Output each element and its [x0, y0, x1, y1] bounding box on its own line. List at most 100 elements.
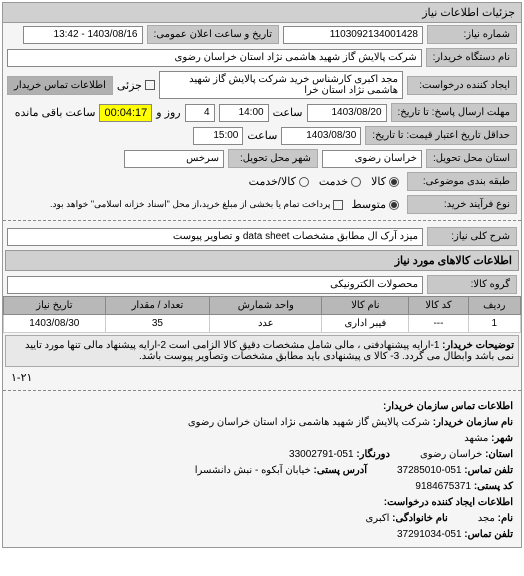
creator-tel-label: تلفن تماس:: [464, 529, 513, 540]
goods-table: ردیف کد کالا نام کالا واحد شمارش تعداد /…: [3, 296, 521, 333]
partial-checkbox-item[interactable]: جزئی: [117, 79, 155, 92]
buyer-note-label: توضیحات خریدار:: [442, 340, 514, 351]
buyer-note-box: توضیحات خریدار: 1-ارایه پیشنهادفنی ، مال…: [5, 335, 519, 367]
contact-phone-label: تلفن تماس:: [464, 465, 513, 476]
process-option-0[interactable]: متوسط: [351, 198, 399, 211]
category-option-label-0: کالا: [371, 175, 386, 188]
goods-section-title: اطلاعات کالاهای مورد نیاز: [5, 250, 519, 271]
process-row: نوع فرآیند خرید: متوسط پرداخت تمام یا بخ…: [3, 193, 521, 216]
requester-row: ایجاد کننده درخواست: مجد اکبری کارشناس خ…: [3, 69, 521, 101]
keywords-value: میزد آرک ال مطابق مشخصات data sheet و تص…: [7, 228, 423, 246]
radio-icon: [351, 177, 361, 187]
date-value: 1403/08/16 - 13:42: [23, 26, 143, 44]
table-cell-0-5: 1403/08/30: [4, 315, 106, 333]
response-time-label: ساعت: [273, 106, 303, 119]
creator-name-row: نام: مجد نام خانوادگی: اکبری: [11, 511, 513, 527]
contact-postal-row: کد پستی: 9184675371: [11, 479, 513, 495]
table-cell-0-4: 35: [105, 315, 210, 333]
requester-label: ایجاد کننده درخواست:: [407, 76, 517, 95]
province-value: خراسان رضوی: [322, 150, 422, 168]
province-label: استان محل تحویل:: [426, 149, 517, 168]
remain-label: ساعت باقی مانده: [15, 106, 96, 119]
contact-address-label: آدرس پستی:: [314, 465, 367, 476]
contact-city-value: مشهد: [464, 433, 488, 444]
contact-city-row: شهر: مشهد: [11, 431, 513, 447]
contact-address-value: خیابان آبکوه - نبش دانشسرا: [195, 465, 311, 476]
divider: [3, 390, 521, 391]
req-number-label: شماره نیاز:: [427, 25, 517, 44]
category-option-2[interactable]: کالا/خدمت: [249, 175, 309, 188]
category-radio-group: کالا خدمت کالا/خدمت: [245, 173, 403, 190]
creator-name-value: مجد: [478, 513, 495, 524]
table-header-2: نام کالا: [322, 297, 409, 315]
pagination: ۱-۲۱: [3, 369, 521, 386]
partial-checkbox[interactable]: [145, 80, 155, 90]
keywords-label: شرح کلی نیاز:: [427, 227, 517, 246]
contact-org-value: شرکت پالایش گاز شهید هاشمی نژاد استان خر…: [188, 417, 430, 428]
creator-family-value: اکبری: [365, 513, 389, 524]
city-value: سرخس: [124, 150, 224, 168]
buyer-label: نام دستگاه خریدار:: [426, 48, 517, 67]
contact-section: اطلاعات تماس سازمان خریدار: نام سازمان خ…: [3, 395, 521, 547]
response-date: 1403/08/20: [307, 104, 387, 122]
goods-group-label: گروه کالا:: [427, 275, 517, 294]
table-cell-0-1: ---: [409, 315, 468, 333]
treasury-checkbox[interactable]: [333, 200, 343, 210]
validity-time: 15:00: [193, 127, 243, 145]
contact-province-value: خراسان رضوی: [420, 449, 482, 460]
contact-province-label: استان:: [485, 449, 513, 460]
validity-row: حداقل تاریخ اعتبار قیمت: تا تاریخ: 1403/…: [3, 124, 521, 147]
location-row: استان محل تحویل: خراسان رضوی شهر محل تحو…: [3, 147, 521, 170]
deadline-row: مهلت ارسال پاسخ: تا تاریخ: 1403/08/20 سا…: [3, 101, 521, 124]
table-header-4: تعداد / مقدار: [105, 297, 210, 315]
process-note: پرداخت تمام یا بخشی از مبلغ خرید،از محل …: [50, 199, 330, 210]
keywords-row: شرح کلی نیاز: میزد آرک ال مطابق مشخصات d…: [3, 225, 521, 248]
category-option-label-2: کالا/خدمت: [249, 175, 296, 188]
category-option-label-1: خدمت: [319, 175, 348, 188]
buyer-row: نام دستگاه خریدار: شرکت پالایش گاز شهید …: [3, 46, 521, 69]
validity-date: 1403/08/30: [281, 127, 361, 145]
date-label: تاریخ و ساعت اعلان عمومی:: [147, 25, 280, 44]
table-header-0: ردیف: [468, 297, 520, 315]
contact-city-label: شهر:: [491, 433, 513, 444]
req-number-row: شماره نیاز: 1103092134001428 تاریخ و ساع…: [3, 23, 521, 46]
contact-postal-label: کد پستی:: [474, 481, 513, 492]
divider: [3, 220, 521, 221]
contact-province-fax-row: استان: خراسان رضوی دورنگار: 051-33002791: [11, 447, 513, 463]
validity-time-label: ساعت: [247, 129, 277, 142]
category-label: طبقه بندی موضوعی:: [407, 172, 517, 191]
category-option-0[interactable]: کالا: [371, 175, 399, 188]
creator-family-label: نام خانوادگی:: [392, 513, 448, 524]
process-radio-group: متوسط: [347, 196, 403, 213]
category-row: طبقه بندی موضوعی: کالا خدمت کالا/خدمت: [3, 170, 521, 193]
table-cell-0-2: فیبر اداری: [322, 315, 409, 333]
table-header-1: کد کالا: [409, 297, 468, 315]
creator-tel-value: 051-37291034: [397, 529, 462, 540]
buyer-value: شرکت پالایش گاز شهید هاشمی نژاد استان خر…: [7, 49, 422, 67]
validity-label: حداقل تاریخ اعتبار قیمت: تا تاریخ:: [365, 126, 517, 145]
req-number-value: 1103092134001428: [283, 26, 423, 44]
treasury-checkbox-item[interactable]: پرداخت تمام یا بخشی از مبلغ خرید،از محل …: [50, 199, 343, 210]
response-time: 14:00: [219, 104, 269, 122]
response-label: مهلت ارسال پاسخ: تا تاریخ:: [391, 103, 517, 122]
goods-group-value: محصولات الكترونيكی: [7, 276, 423, 294]
contact-section-title: اطلاعات تماس سازمان خریدار:: [11, 399, 513, 415]
goods-group-row: گروه کالا: محصولات الكترونيكی: [3, 273, 521, 296]
table-header-5: تاریخ نیاز: [4, 297, 106, 315]
pagination-text: ۱-۲۱: [11, 372, 32, 384]
contact-phone-address-row: تلفن تماس: 051-37285010 آدرس پستی: خیابا…: [11, 463, 513, 479]
category-option-1[interactable]: خدمت: [319, 175, 361, 188]
creator-name-label: نام:: [498, 513, 513, 524]
contact-fax-value: 051-33002791: [289, 449, 354, 460]
table-cell-0-0: 1: [468, 315, 520, 333]
requester-value: مجد اکبری کارشناس خرید شرکت پالایش گاز ش…: [159, 71, 403, 99]
contact-org-row: نام سازمان خریدار: شرکت پالایش گاز شهید …: [11, 415, 513, 431]
creator-section-title: اطلاعات ایجاد کننده درخواست:: [11, 495, 513, 511]
main-panel: جزئیات اطلاعات نیاز شماره نیاز: 11030921…: [2, 2, 522, 548]
days-label: روز و: [156, 106, 180, 119]
table-row[interactable]: 1 --- فیبر اداری عدد 35 1403/08/30: [4, 315, 521, 333]
panel-title: جزئیات اطلاعات نیاز: [3, 3, 521, 23]
table-cell-0-3: عدد: [210, 315, 322, 333]
contact-phone-value: 051-37285010: [397, 465, 462, 476]
contact-button[interactable]: اطلاعات تماس خریدار: [7, 76, 113, 95]
